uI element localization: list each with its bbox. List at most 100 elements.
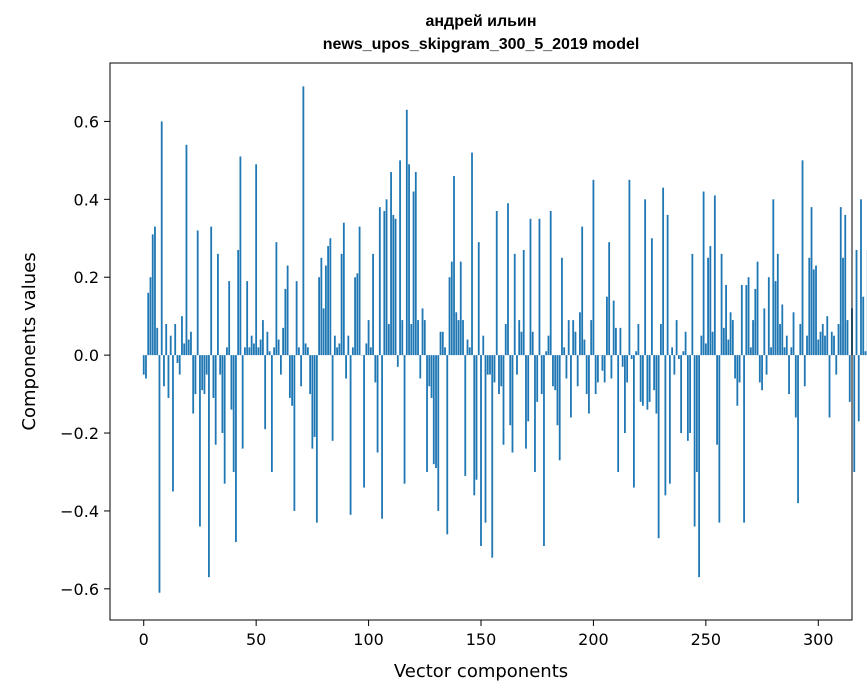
bar	[405, 109, 408, 356]
bar	[576, 355, 579, 387]
x-tick-label: 200	[578, 630, 609, 649]
bar	[253, 343, 255, 356]
bar	[853, 355, 856, 472]
bar	[493, 355, 496, 383]
bar	[686, 355, 689, 441]
bar	[855, 249, 858, 356]
bar	[556, 355, 559, 426]
bar	[419, 355, 422, 379]
bar	[824, 335, 826, 356]
bar	[408, 164, 410, 356]
bar	[693, 355, 696, 527]
bar	[257, 347, 260, 356]
bar	[412, 191, 415, 356]
x-tick-label: 0	[139, 630, 149, 649]
bar	[606, 296, 608, 356]
bar	[513, 253, 516, 356]
bar	[185, 144, 188, 356]
bar	[707, 257, 709, 356]
y-tick-label: −0.4	[60, 502, 99, 521]
bar	[279, 355, 282, 375]
bar	[151, 234, 154, 356]
bar	[673, 355, 676, 375]
bar	[507, 203, 509, 356]
bar	[426, 355, 428, 472]
bar	[199, 355, 201, 527]
bar	[776, 253, 779, 356]
bar	[812, 269, 815, 356]
bar	[637, 323, 640, 356]
bar	[363, 355, 365, 488]
bar	[758, 355, 761, 383]
bar	[772, 199, 775, 356]
bar	[286, 265, 289, 356]
bar	[821, 323, 824, 356]
bar	[432, 355, 435, 465]
bar	[235, 355, 237, 543]
bar	[462, 320, 464, 356]
bar	[273, 347, 276, 356]
bar	[749, 347, 752, 356]
bar	[662, 187, 665, 356]
bar	[160, 121, 163, 356]
bar	[423, 320, 426, 356]
bar	[221, 355, 224, 434]
bar	[266, 331, 269, 356]
bar	[315, 355, 318, 523]
bar	[806, 335, 808, 356]
bar	[610, 355, 613, 379]
bar	[284, 288, 287, 356]
bar	[617, 355, 620, 472]
bar	[293, 355, 296, 511]
bar	[489, 355, 491, 375]
bar	[428, 355, 431, 387]
bar	[648, 355, 651, 402]
bar	[486, 355, 489, 375]
bar	[349, 355, 352, 515]
bar	[619, 327, 622, 356]
bar	[210, 226, 213, 356]
bar	[583, 339, 586, 356]
bar	[297, 347, 300, 356]
bar	[588, 355, 590, 414]
bar	[848, 355, 851, 402]
bar	[255, 164, 258, 356]
bar	[385, 199, 388, 356]
bar	[691, 253, 694, 356]
bar	[509, 355, 512, 426]
bar	[241, 355, 244, 449]
x-tick-label: 50	[246, 630, 266, 649]
bar	[192, 355, 195, 414]
bar	[810, 207, 813, 356]
bar	[819, 331, 822, 356]
bar	[817, 339, 820, 356]
bar	[208, 355, 210, 578]
bar	[275, 242, 278, 356]
bar	[531, 331, 534, 356]
bar	[801, 160, 804, 356]
y-axis-ticks: −0.6 −0.4 −0.2 0.0 0.2 0.4 0.6	[60, 112, 110, 599]
bar	[327, 246, 329, 356]
bar	[477, 242, 480, 356]
bar	[387, 323, 390, 356]
bar	[729, 312, 732, 356]
bar	[529, 218, 532, 356]
bar	[844, 214, 847, 356]
bar	[828, 355, 831, 418]
bar	[567, 320, 570, 356]
bar	[475, 355, 478, 480]
bar	[187, 339, 190, 356]
bar	[246, 281, 249, 356]
bar	[709, 246, 712, 356]
bar	[666, 214, 669, 356]
bar	[846, 320, 849, 356]
bar	[329, 238, 332, 356]
bar	[695, 355, 698, 472]
bar	[603, 355, 606, 383]
bar	[324, 265, 327, 356]
bar	[430, 355, 433, 398]
y-tick-label: 0.6	[74, 112, 99, 131]
x-tick-label: 250	[691, 630, 722, 649]
bar	[770, 347, 772, 356]
bar	[655, 355, 658, 414]
